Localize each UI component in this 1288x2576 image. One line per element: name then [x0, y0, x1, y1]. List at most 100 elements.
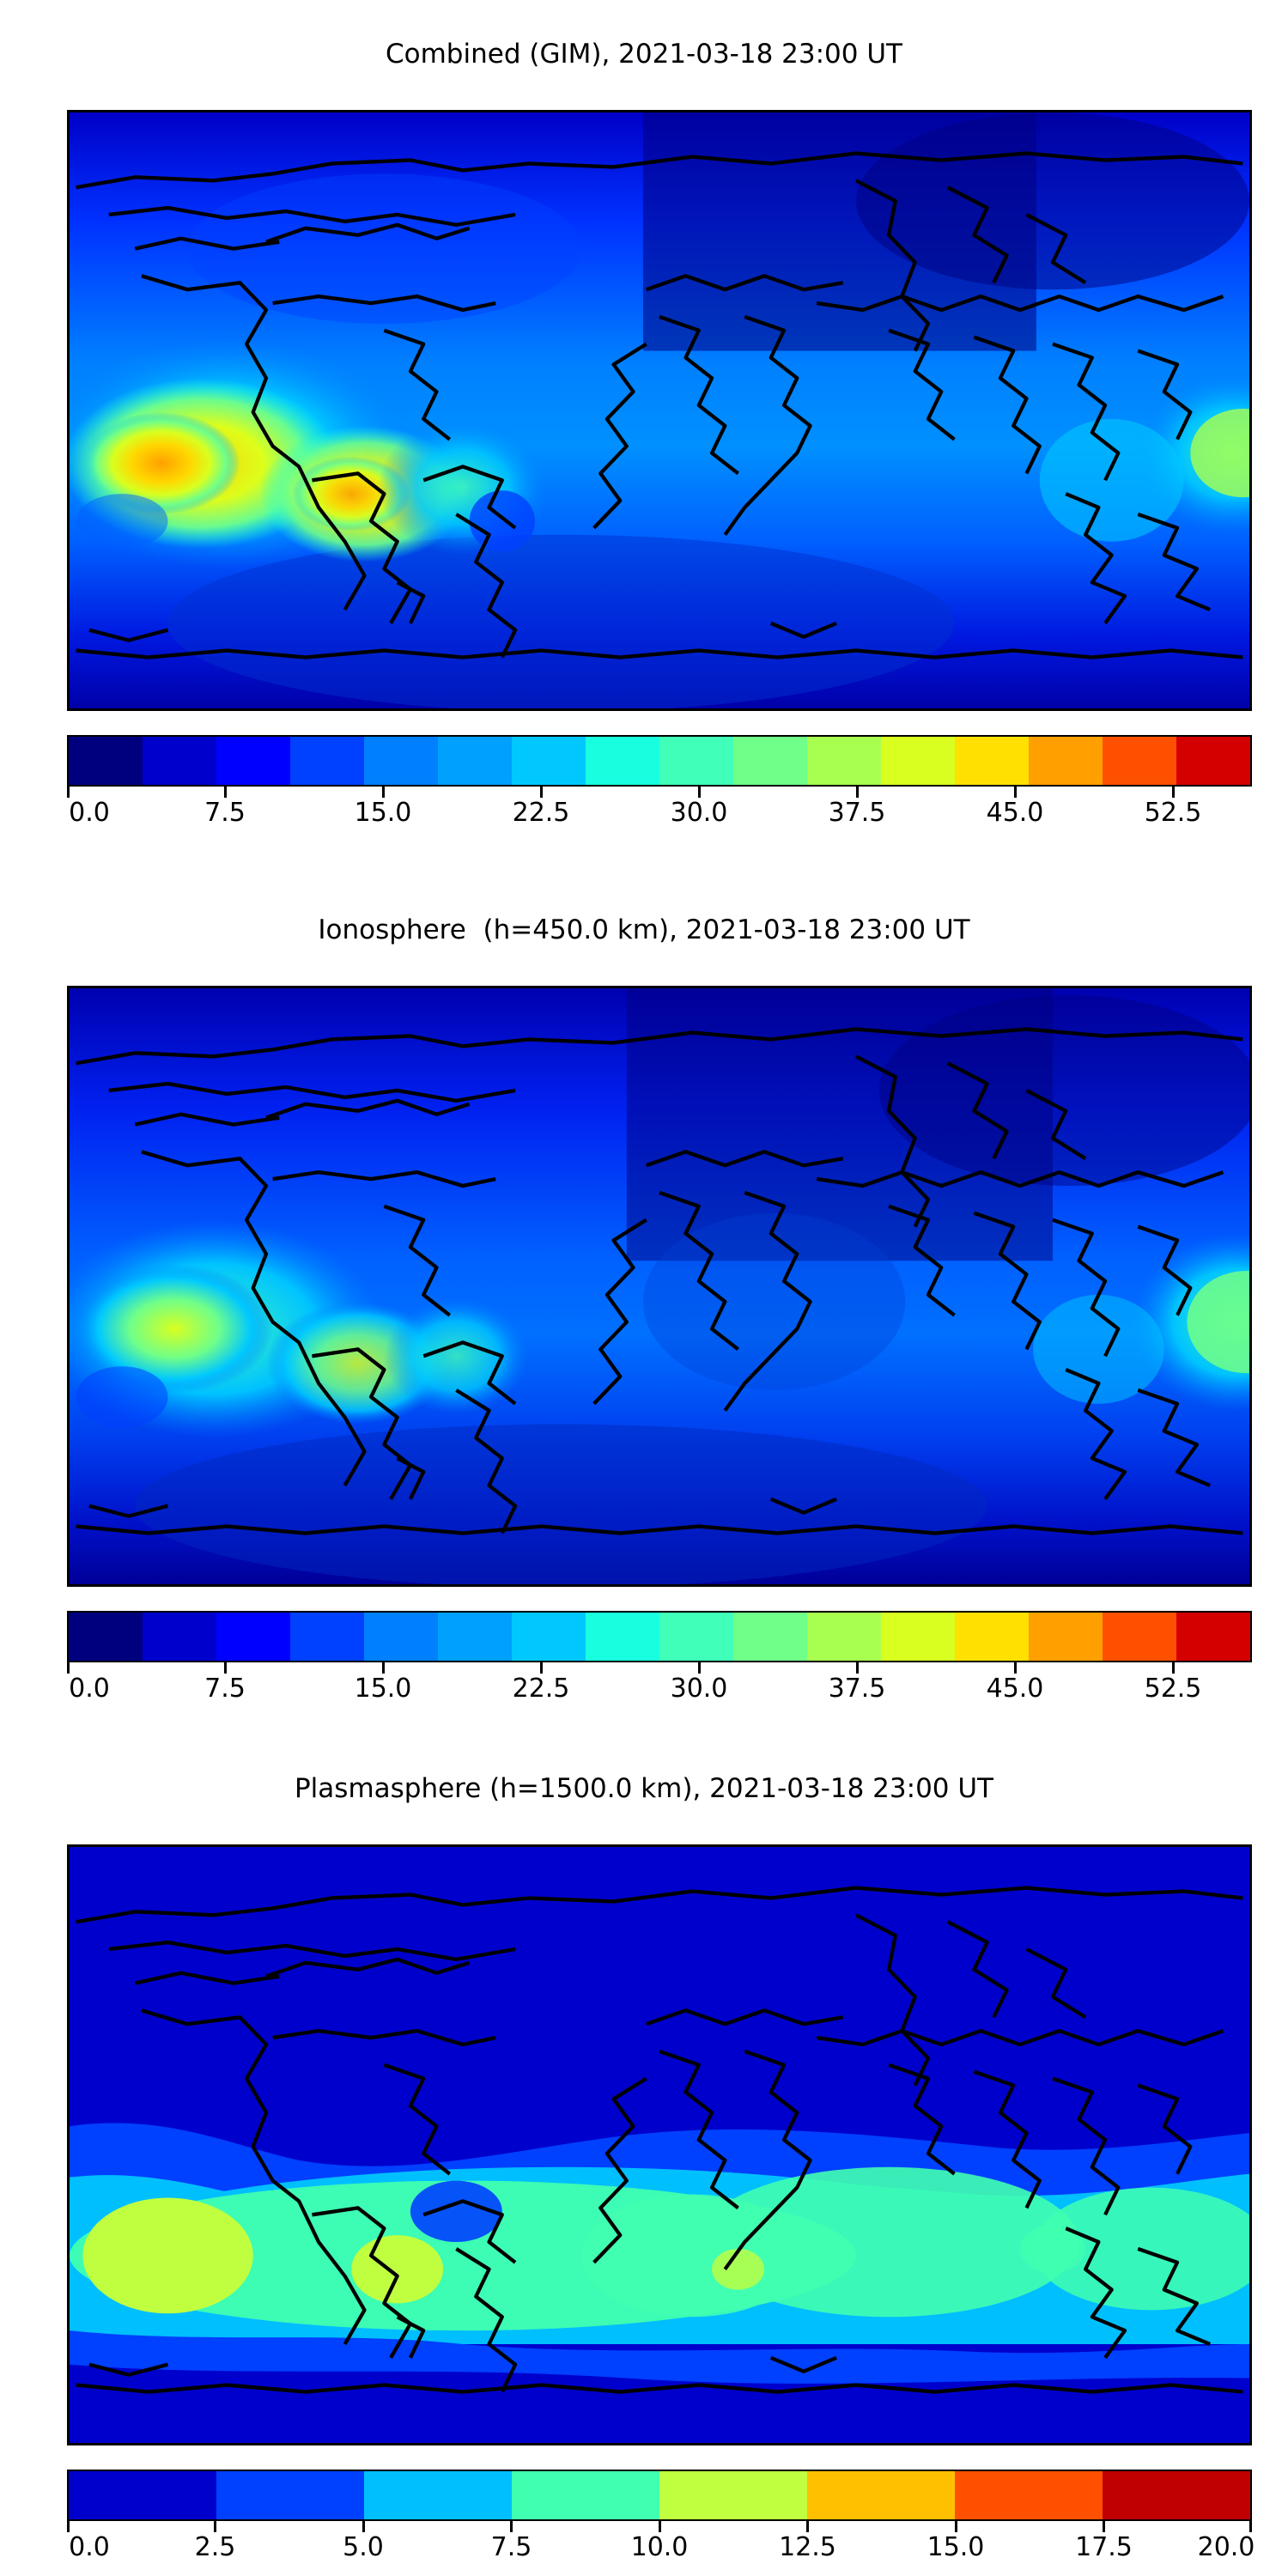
colorbar-tick-label: 22.5	[512, 798, 570, 828]
colorbar-tick-label: 30.0	[670, 1674, 728, 1704]
colorbar-tick-label: 0.0	[69, 2532, 110, 2562]
colorbar-tick	[806, 2521, 809, 2532]
colorbar-band-7	[1103, 2471, 1250, 2519]
colorbar-tick	[658, 2521, 661, 2532]
colorbar-tick-label: 0.0	[69, 798, 110, 828]
colorbar-band-2	[216, 737, 290, 785]
colorbar-band-13	[1029, 1613, 1103, 1661]
map-ionosphere	[67, 986, 1252, 1587]
colorbar-tick-label: 30.0	[670, 798, 728, 828]
colorbar-tick	[223, 1662, 227, 1674]
colorbar-tick-label: 52.5	[1144, 1674, 1202, 1704]
colorbar-band-4	[364, 737, 438, 785]
colorbar-ticklabels-plasmasphere: 0.0 2.5 5.0 7.5 10.0 12.5 15.0 17.5 20.0	[67, 2532, 1255, 2569]
colorbar-band-3	[290, 737, 364, 785]
colorbar-tick-label: 45.0	[986, 798, 1044, 828]
colorbar-ticks-plasmasphere	[67, 2521, 1252, 2533]
colorbar-band-6	[955, 2471, 1103, 2519]
colorbar-tick	[697, 1662, 701, 1674]
colorbar-tick-label: 0.0	[69, 1674, 110, 1704]
colorbar-band-14	[1103, 1613, 1176, 1661]
colorbar-band-5	[438, 737, 512, 785]
colorbar-band-3	[290, 1613, 364, 1661]
colorbar-tick-label: 7.5	[204, 1674, 246, 1704]
colorbar-band-7	[586, 737, 659, 785]
colorbar-tick-label: 45.0	[986, 1674, 1044, 1704]
colorbar-tick-label: 15.0	[354, 1674, 412, 1704]
map-canvas-combined	[70, 112, 1249, 708]
colorbar-tick-label: 37.5	[828, 798, 886, 828]
colorbar-tick	[1013, 787, 1017, 798]
colorbar-tick	[539, 787, 543, 798]
colorbar-tick-label: 2.5	[194, 2532, 236, 2562]
colorbar-band-6	[512, 1613, 586, 1661]
colorbar-band-11	[881, 737, 955, 785]
panel-combined-gim: Combined (GIM), 2021-03-18 23:00 UT	[0, 0, 1288, 859]
colorbar-tick	[855, 787, 859, 798]
colorbar-gradient-ionosphere	[67, 1611, 1252, 1662]
colorbar-band-0	[69, 737, 143, 785]
colorbar-band-1	[216, 2471, 364, 2519]
colorbar-ticks-combined	[67, 787, 1252, 799]
colorbar-tick	[1171, 787, 1175, 798]
colorbar-band-5	[807, 2471, 955, 2519]
colorbar-plasmasphere: 0.0 2.5 5.0 7.5 10.0 12.5 15.0 17.5 20.0	[67, 2470, 1255, 2569]
colorbar-band-15	[1176, 1613, 1250, 1661]
colorbar-tick	[697, 787, 701, 798]
colorbar-band-5	[438, 1613, 512, 1661]
colorbar-tick	[67, 2521, 70, 2532]
colorbar-band-3	[512, 2471, 659, 2519]
colorbar-tick-label: 7.5	[204, 798, 246, 828]
colorbar-ticks-ionosphere	[67, 1662, 1252, 1674]
map-plasmasphere	[67, 1844, 1252, 2445]
colorbar-band-7	[586, 1613, 659, 1661]
colorbar-tick-label: 12.5	[779, 2532, 836, 2562]
map-canvas-ionosphere	[70, 988, 1249, 1584]
colorbar-band-1	[143, 1613, 216, 1661]
colorbar-tick-label: 17.5	[1075, 2532, 1133, 2562]
colorbar-band-6	[512, 737, 586, 785]
colorbar-tick	[1171, 1662, 1175, 1674]
colorbar-tick	[223, 787, 227, 798]
colorbar-band-2	[216, 1613, 290, 1661]
colorbar-tick	[1103, 2521, 1105, 2532]
colorbar-tick	[214, 2521, 216, 2532]
colorbar-band-4	[659, 2471, 807, 2519]
colorbar-band-13	[1029, 737, 1103, 785]
colorbar-band-2	[364, 2471, 512, 2519]
colorbar-tick-label: 7.5	[490, 2532, 532, 2562]
colorbar-band-9	[733, 737, 807, 785]
colorbar-band-15	[1176, 737, 1250, 785]
panel-plasmasphere: Plasmasphere (h=1500.0 km), 2021-03-18 2…	[0, 1735, 1288, 2576]
colorbar-tick-label: 52.5	[1144, 798, 1202, 828]
colorbar-tick	[1013, 1662, 1017, 1674]
colorbar-band-12	[955, 737, 1029, 785]
colorbar-gradient-combined	[67, 735, 1252, 787]
colorbar-band-0	[69, 1613, 143, 1661]
colorbar-tick	[361, 2521, 365, 2532]
colorbar-tick	[855, 1662, 859, 1674]
colorbar-gradient-plasmasphere	[67, 2470, 1252, 2521]
colorbar-tick-label: 15.0	[354, 798, 412, 828]
colorbar-band-8	[659, 1613, 733, 1661]
map-combined	[67, 110, 1252, 711]
colorbar-band-8	[659, 737, 733, 785]
map-canvas-plasmasphere	[70, 1847, 1249, 2443]
colorbar-tick-label: 5.0	[343, 2532, 384, 2562]
colorbar-tick-label: 22.5	[512, 1674, 570, 1704]
panel-title-plasmasphere: Plasmasphere (h=1500.0 km), 2021-03-18 2…	[294, 1773, 993, 1804]
colorbar-tick-label: 10.0	[630, 2532, 689, 2562]
colorbar-band-0	[69, 2471, 216, 2519]
panel-title-ionosphere: Ionosphere (h=450.0 km), 2021-03-18 23:0…	[318, 914, 970, 945]
colorbar-band-12	[955, 1613, 1029, 1661]
colorbar-band-11	[881, 1613, 955, 1661]
colorbar-tick	[67, 1662, 70, 1674]
colorbar-band-10	[807, 737, 881, 785]
colorbar-band-10	[807, 1613, 881, 1661]
colorbar-band-14	[1103, 737, 1176, 785]
colorbar-tick	[539, 1662, 543, 1674]
colorbar-ticklabels-ionosphere: 0.0 7.5 15.0 22.5 30.0 37.5 45.0 52.5	[67, 1674, 1252, 1710]
colorbar-band-9	[733, 1613, 807, 1661]
colorbar-tick	[67, 787, 70, 798]
